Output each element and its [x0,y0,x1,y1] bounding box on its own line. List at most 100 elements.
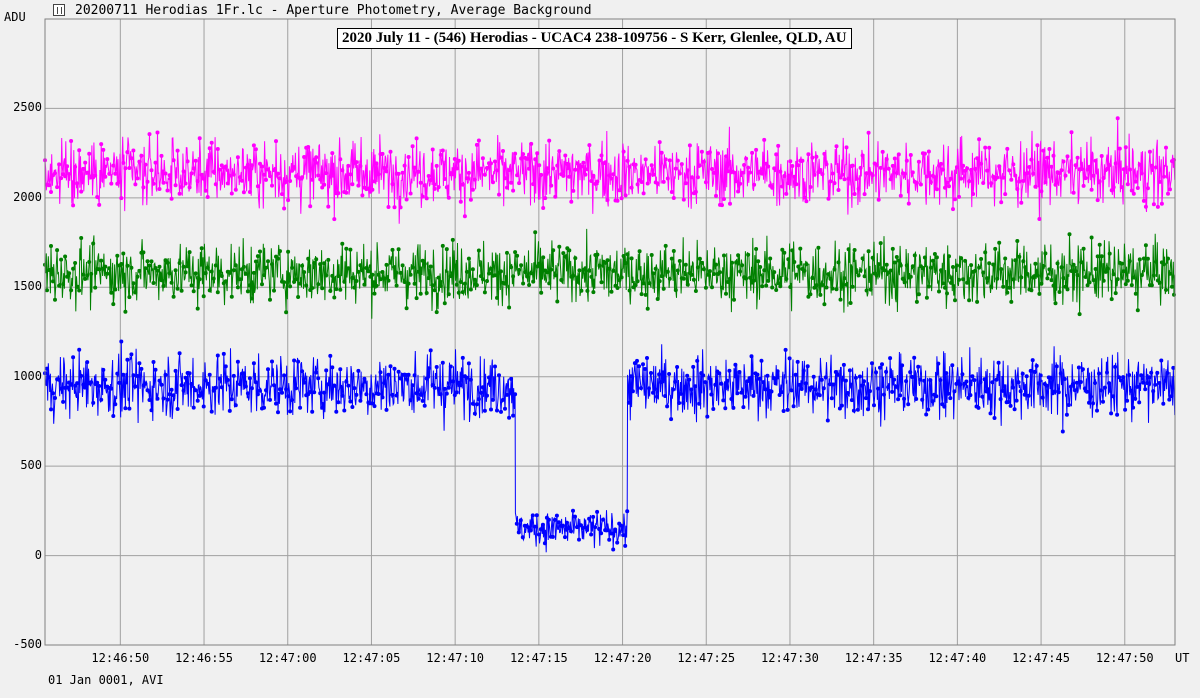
data-point [615,286,620,290]
data-point [806,152,811,157]
data-point [535,264,540,269]
data-point [284,387,289,392]
data-point [699,260,704,265]
data-point [1147,149,1152,154]
data-point [900,363,905,368]
data-point [824,285,829,290]
data-point [1079,260,1084,265]
data-point [768,256,773,261]
data-point [73,164,78,169]
data-point [430,147,435,152]
data-point [774,288,779,292]
data-point [330,365,335,370]
data-point [793,372,798,377]
data-point [880,149,885,154]
data-point [571,188,576,193]
data-point [511,188,516,193]
data-point [1149,283,1154,288]
data-point [418,180,423,185]
data-point [854,270,859,275]
data-point [233,263,238,268]
data-point [681,197,686,202]
data-point [756,259,761,264]
data-point [251,270,256,275]
data-point [1099,388,1103,393]
data-point [410,265,415,270]
data-point [282,280,287,285]
data-point [647,386,651,391]
data-point [1014,398,1019,403]
data-point [370,272,375,277]
data-point [478,274,483,279]
data-point [665,176,670,181]
data-point [1049,164,1054,169]
data-point [205,195,210,199]
data-point [520,535,525,540]
data-point [464,375,469,380]
data-point [330,273,335,278]
data-point [868,287,873,292]
data-point [673,379,678,384]
data-point [675,158,680,163]
data-point [743,394,748,399]
data-point [546,517,551,522]
data-point [47,183,51,188]
data-point [268,297,272,302]
data-point [438,392,443,397]
data-point [866,407,870,412]
data-point [326,257,331,262]
data-point [458,383,463,388]
data-point [591,290,596,295]
data-point [123,166,128,171]
data-point [509,376,514,381]
data-point [812,172,817,177]
data-point [569,199,574,204]
data-point [75,381,80,386]
data-point [117,380,122,385]
data-point [1056,390,1061,395]
data-point [728,276,732,281]
data-point [410,383,415,388]
data-point [619,523,624,528]
data-point [428,348,433,353]
data-point [517,181,522,186]
data-point [955,165,959,170]
data-point [85,360,90,365]
data-point [683,384,688,389]
data-point [870,173,875,178]
data-point [699,149,704,154]
data-point [77,148,82,153]
data-point [300,369,305,374]
data-point [739,390,744,395]
data-point [1062,377,1067,381]
data-point [115,371,120,376]
data-point [981,181,986,185]
data-point [83,276,88,281]
data-point [326,382,331,387]
data-point [444,247,449,252]
data-point [591,173,596,178]
data-point [215,290,220,295]
data-point [420,194,425,199]
data-point [772,166,777,171]
data-point [422,261,427,266]
data-point [1109,188,1114,193]
data-point [1007,168,1012,173]
data-point [167,392,172,397]
data-point [266,259,270,264]
data-point [1007,285,1012,290]
data-point [1131,275,1136,280]
data-point [1099,254,1104,259]
data-point [641,362,645,367]
data-point [1059,168,1064,173]
data-point [528,528,533,533]
data-point [366,186,371,191]
data-point [774,152,779,157]
data-point [561,251,566,256]
data-point [366,269,371,274]
data-point [687,143,692,148]
data-point [1001,175,1006,180]
data-point [593,525,598,530]
data-point [109,181,114,186]
